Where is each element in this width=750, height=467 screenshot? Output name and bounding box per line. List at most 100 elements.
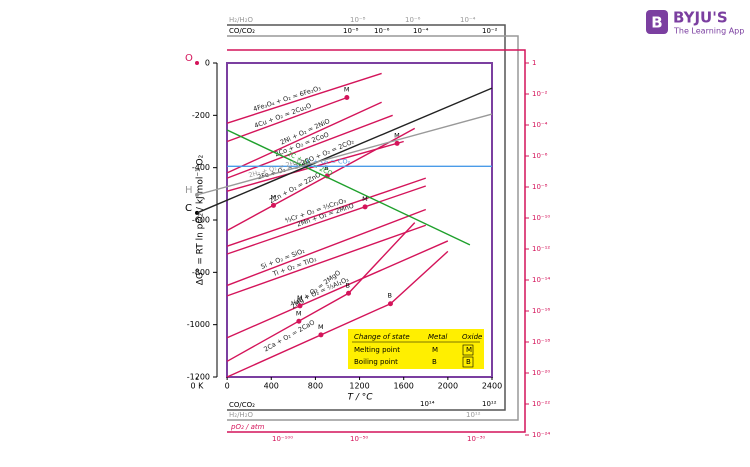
state-change-point: [387, 301, 393, 307]
logo-icon: [646, 10, 668, 34]
plot-frame: [226, 62, 493, 378]
po2-tick-label: 10⁻¹⁸: [532, 338, 550, 346]
co-bottom-label: CO/CO₂: [229, 401, 255, 409]
legend-header: Metal: [428, 333, 447, 341]
x-tick-label: 2000: [438, 382, 458, 391]
legend-cell: Boiling point: [354, 358, 398, 366]
po2-tick-label: 10⁻⁴: [532, 121, 548, 129]
origin-label: O: [185, 53, 193, 64]
x-tick-label: 800: [308, 382, 323, 391]
h2-top-tick: 10⁻⁶: [405, 16, 421, 24]
state-change-label: M: [362, 195, 368, 203]
state-change-label: M: [344, 86, 350, 94]
reaction-line: [226, 96, 349, 143]
origin-label: C: [185, 203, 192, 214]
reaction-line: [226, 72, 382, 124]
y-tick-label: -800: [192, 268, 210, 277]
co-top-tick: 10⁻⁸: [343, 27, 359, 35]
reaction-line: [196, 113, 493, 196]
po2-bottom-label: pO₂ / atm: [230, 423, 265, 431]
legend-box-mark: [462, 344, 474, 356]
state-change-label: M: [296, 309, 302, 317]
h2-bottom-label: H₂/H₂O: [229, 411, 253, 419]
x-tick-label: 1200: [349, 382, 369, 391]
legend-cell: B: [466, 358, 471, 366]
h2-top-tick: 10⁻⁸: [350, 16, 366, 24]
origin-point: [195, 61, 199, 65]
state-change-point: [318, 332, 324, 338]
legend-header: Change of state: [354, 333, 410, 341]
legend-box: [348, 329, 484, 369]
state-change-point: [297, 303, 303, 309]
state-change-point: [344, 95, 350, 101]
y-tick-label: -400: [192, 163, 210, 172]
co-frame: [227, 24, 506, 411]
po2-frame: [227, 49, 526, 433]
state-change-label: M: [270, 193, 276, 201]
state-change-point: [394, 140, 400, 146]
x-axis-label: T / °C: [347, 393, 373, 403]
co-scale-label: CO/CO₂: [229, 27, 255, 35]
h2-scale-label: H₂/H₂O: [229, 16, 253, 24]
x-tick-label: 1600: [394, 382, 414, 391]
po2-tick-label: 10⁻¹⁴: [532, 276, 550, 284]
h2-frame: [227, 35, 519, 421]
reaction-line: [226, 185, 427, 255]
state-change-label: M: [318, 323, 324, 331]
po2-tick-label: 10⁻²²: [532, 400, 550, 408]
h2-top-tick: 10⁻⁴: [460, 16, 476, 24]
state-change-point: [346, 290, 352, 296]
origin-label: H: [185, 185, 193, 196]
reaction-line: [226, 224, 427, 297]
y-tick-label: 0: [205, 59, 210, 68]
state-change-label: M: [297, 294, 303, 302]
po2-tick-label: 10⁻²⁴: [532, 431, 550, 439]
reaction-line: [226, 240, 449, 339]
legend: Change of state Metal Oxide Melting point M M…: [348, 329, 484, 369]
legend-cell: M: [432, 346, 438, 354]
reaction-label: C + O₂ = CO₂: [307, 157, 351, 165]
reaction-line: [196, 87, 493, 214]
h2-bottom-tick: 10¹²: [466, 411, 481, 419]
brand-name: BYJU'S: [673, 9, 728, 27]
reaction-line: [226, 177, 427, 247]
state-change-label: M: [394, 131, 400, 139]
x-tick-label: 2400: [482, 382, 502, 391]
po2-bottom-tick: 10⁻³⁰: [467, 435, 485, 443]
legend-box-mark: [462, 356, 474, 368]
legend-cell: M: [466, 346, 472, 354]
brand-tagline: The Learning App: [673, 27, 744, 36]
state-change-label: B: [324, 164, 328, 172]
po2-bottom-tick: 10⁻⁵⁰: [350, 435, 368, 443]
x-tick-label: 0 K: [191, 382, 205, 391]
state-change-point: [270, 202, 276, 208]
state-change-label: B: [346, 281, 350, 289]
po2-tick-label: 10⁻²⁰: [532, 369, 550, 377]
po2-tick-label: 10⁻¹⁰: [532, 214, 550, 222]
y-axis-label: ΔG° = RT ln pO₂ / kJ mol⁻¹ O₂: [196, 154, 206, 285]
co-bottom-tick: 10¹²: [482, 400, 497, 408]
reaction-line: [226, 114, 393, 179]
legend-cell: Melting point: [354, 346, 400, 354]
po2-tick-label: 10⁻⁶: [532, 152, 548, 160]
reaction-line: [226, 208, 427, 287]
logo: B BYJU'S The Learning App: [646, 9, 744, 36]
state-change-label: B: [387, 292, 391, 300]
logo-b: B: [651, 14, 662, 32]
state-change-point: [362, 204, 368, 210]
reaction-line: [226, 129, 471, 246]
po2-tick-label: 10⁻¹⁶: [532, 307, 550, 315]
legend-header: Oxide: [462, 333, 482, 341]
po2-tick-label: 10⁻²: [532, 90, 548, 98]
x-tick-label: 400: [264, 382, 279, 391]
po2-tick-label: 10⁻¹²: [532, 245, 550, 253]
reaction-line: [226, 127, 416, 232]
co-top-tick: 10⁻⁴: [413, 27, 429, 35]
x-tick-label: 0: [225, 382, 230, 391]
y-tick-label: -1200: [187, 373, 210, 382]
legend-cell: B: [432, 358, 437, 366]
po2-bottom-tick: 10⁻¹⁰⁰: [272, 435, 293, 443]
y-tick-label: -1000: [187, 320, 210, 329]
co-top-tick: 10⁻²: [482, 27, 498, 35]
